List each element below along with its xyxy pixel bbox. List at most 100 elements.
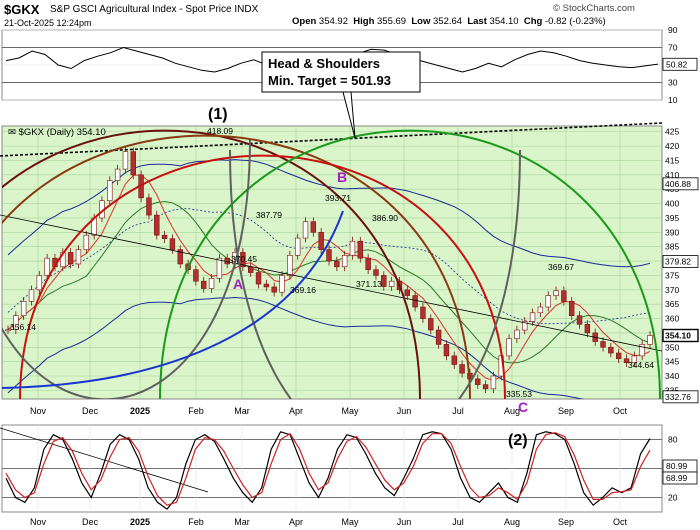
candle-body: [5, 329, 11, 332]
right-axis-tag-box: [662, 177, 699, 191]
cycle-arc-dark-red: [2, 129, 421, 399]
last-value: 354.10: [489, 16, 519, 27]
candle-body: [435, 329, 442, 345]
stoch-trend-line: [0, 427, 209, 493]
price-tick-label: 365: [665, 299, 679, 309]
price-tick-label: 375: [665, 270, 679, 280]
price-x-label: Oct: [613, 406, 628, 416]
price-value-label: 335.53: [506, 389, 532, 399]
candle-body: [154, 214, 160, 236]
price-tick-label: 390: [665, 227, 679, 237]
stochastic-panel: 80502080.9968.99NovDec2025FebMarAprMayJu…: [0, 424, 698, 527]
price-value-label: 356.14: [10, 322, 36, 332]
stoch-x-label: Dec: [82, 517, 99, 527]
candle-body: [553, 290, 559, 296]
price-value-label: 418.09: [207, 126, 233, 136]
candle-body: [514, 329, 520, 339]
wave-c-label: C: [518, 399, 528, 415]
stoch-x-label: 2025: [130, 517, 150, 527]
copyright-notice: © StockCharts.com: [553, 3, 635, 14]
stoch-x-label: Nov: [30, 517, 47, 527]
candle-body: [334, 260, 340, 268]
cycle-arc-brown: [2, 134, 471, 399]
candle-body: [161, 234, 168, 239]
stoch-last-value: 80.99: [666, 461, 688, 471]
annotation-layer: Head & Shoulders Min. Target = 501.93 (1) (…: [208, 51, 528, 449]
stoch-signal-line: [5, 432, 651, 506]
stoch-x-label: May: [341, 517, 359, 527]
price-value-label: 387.79: [256, 210, 282, 220]
candle-body: [216, 257, 223, 279]
head-shoulders-target: Min. Target = 501.93: [268, 73, 391, 88]
candle-body: [647, 335, 653, 345]
price-x-label: Feb: [188, 406, 204, 416]
stoch-x-label: Apr: [289, 517, 303, 527]
price-x-label: 2025: [130, 406, 150, 416]
candle-body: [639, 344, 645, 357]
candle-body: [67, 252, 74, 265]
price-value-label: 369.16: [290, 285, 316, 295]
stoch-last-value: 68.99: [666, 473, 688, 483]
candle-body: [279, 275, 285, 293]
candle-body: [44, 257, 50, 276]
price-value-label: 344.64: [628, 360, 654, 370]
candle-body: [623, 358, 630, 363]
price-tick-label: 415: [665, 155, 679, 165]
candle-body: [302, 221, 309, 239]
candle-body: [420, 306, 426, 319]
chart-date: 21-Oct-2025 12:24pm: [4, 18, 92, 28]
cycle-arc-blue: [2, 210, 344, 389]
candle-body: [357, 240, 364, 259]
chg-value: -0.82 (-0.23%): [544, 16, 606, 27]
price-x-label: May: [341, 406, 359, 416]
price-background: [1, 125, 663, 400]
candle-body: [248, 266, 254, 273]
price-tick-label: 370: [665, 285, 679, 295]
price-tick-label: 425: [665, 127, 679, 137]
candle-body: [326, 249, 332, 262]
stoch-x-label: Feb: [188, 517, 204, 527]
cycle-arc-green: [159, 129, 661, 399]
price-x-label: Aug: [504, 406, 520, 416]
wave-a-label: A: [233, 276, 243, 292]
candle-body: [412, 295, 418, 308]
price-tick-label: 340: [665, 371, 679, 381]
stoch-tick-label: 20: [668, 493, 678, 503]
candle-body: [201, 280, 207, 289]
cycle-arc-gray-right: [229, 149, 521, 399]
cycle-arc-red: [19, 154, 506, 399]
price-x-label: Jun: [397, 406, 412, 416]
right-axis-tag: 379.82: [665, 257, 691, 267]
callout-pointer: [342, 91, 356, 139]
candle-body: [569, 300, 575, 316]
stoch-x-label: Jul: [452, 517, 464, 527]
ticker-symbol: $GKX: [4, 2, 40, 17]
rsi-tick-label: 10: [668, 95, 678, 105]
candle-body: [310, 221, 317, 233]
candle-body: [443, 344, 450, 357]
stoch-k-line: [5, 431, 651, 510]
stoch-x-label: Jun: [397, 517, 412, 527]
wave-b-label: B: [337, 169, 347, 185]
candle-body: [482, 384, 489, 390]
candle-body: [263, 283, 270, 288]
candle-body: [294, 237, 301, 256]
candle-body: [130, 151, 136, 176]
candle-body: [404, 289, 410, 296]
candle-body: [428, 318, 434, 331]
candle-body: [545, 295, 551, 308]
candle-body: [522, 321, 528, 331]
candle-body: [318, 232, 324, 250]
price-tick-label: 410: [665, 170, 679, 180]
price-panel: 4254204154104054003953903853803753703653…: [0, 122, 699, 416]
price-tick-label: 420: [665, 141, 679, 151]
candle-body: [365, 257, 371, 270]
candle-body: [20, 300, 27, 316]
candle-body: [576, 315, 583, 325]
candle-body: [114, 168, 121, 181]
exchange-label: INDX: [234, 4, 259, 15]
price-value-label: 371.13: [356, 279, 382, 289]
stoch-last-tag-box: [662, 471, 698, 485]
price-x-label: Mar: [234, 406, 250, 416]
